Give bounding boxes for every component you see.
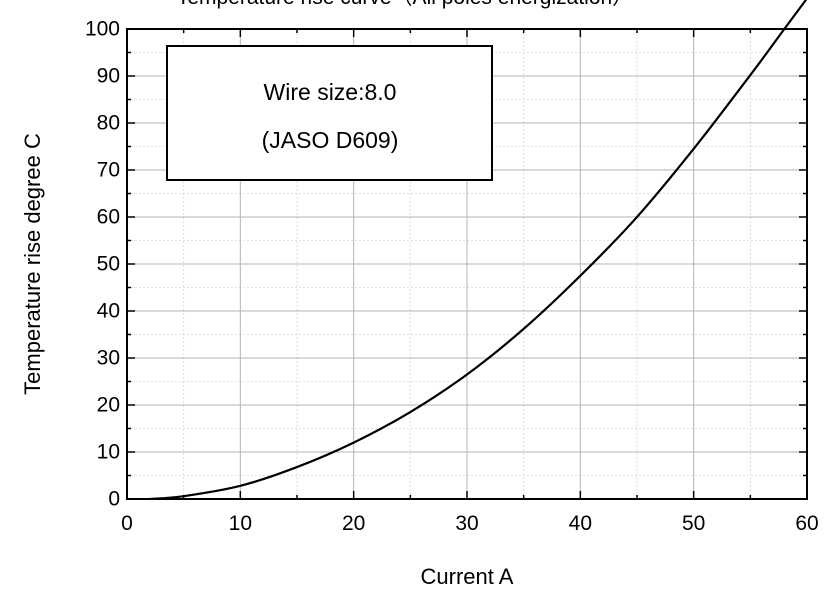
curve-group	[149, 0, 807, 500]
x-tick-label: 40	[569, 512, 592, 535]
y-tick-label: 10	[97, 441, 120, 464]
y-tick-label: 40	[97, 300, 120, 323]
x-tick-label: 20	[342, 512, 365, 535]
y-tick-label: 90	[97, 65, 120, 88]
x-tick-label: 10	[229, 512, 252, 535]
annotation-line-2: (JASO D609)	[262, 127, 399, 153]
x-tick-label: 60	[795, 512, 818, 535]
y-tick-label: 100	[85, 18, 120, 41]
axis-ticks	[126, 28, 808, 500]
y-tick-label: 70	[97, 159, 120, 182]
x-axis-label: Current A	[421, 564, 514, 589]
x-tick-labels: 0 10 20 30 40 50 60	[121, 512, 819, 535]
chart-title: Temperature rise curve（All poles energiz…	[177, 0, 633, 9]
annotation-line-1: Wire size:8.0	[264, 79, 397, 105]
x-tick-label: 50	[682, 512, 705, 535]
y-tick-labels: 0 10 20 30 40 50 60 70 80 90 100	[85, 18, 120, 511]
temperature-rise-curve	[149, 0, 807, 500]
y-axis-label: Temperature rise degree C	[20, 133, 45, 395]
x-tick-label: 0	[121, 512, 133, 535]
y-tick-label: 50	[97, 253, 120, 276]
y-tick-label: 30	[97, 347, 120, 370]
annotation-box	[166, 45, 493, 181]
y-tick-label: 0	[108, 488, 120, 511]
y-tick-label: 20	[97, 394, 120, 417]
y-tick-label: 60	[97, 206, 120, 229]
x-tick-label: 30	[455, 512, 478, 535]
y-tick-label: 80	[97, 112, 120, 135]
